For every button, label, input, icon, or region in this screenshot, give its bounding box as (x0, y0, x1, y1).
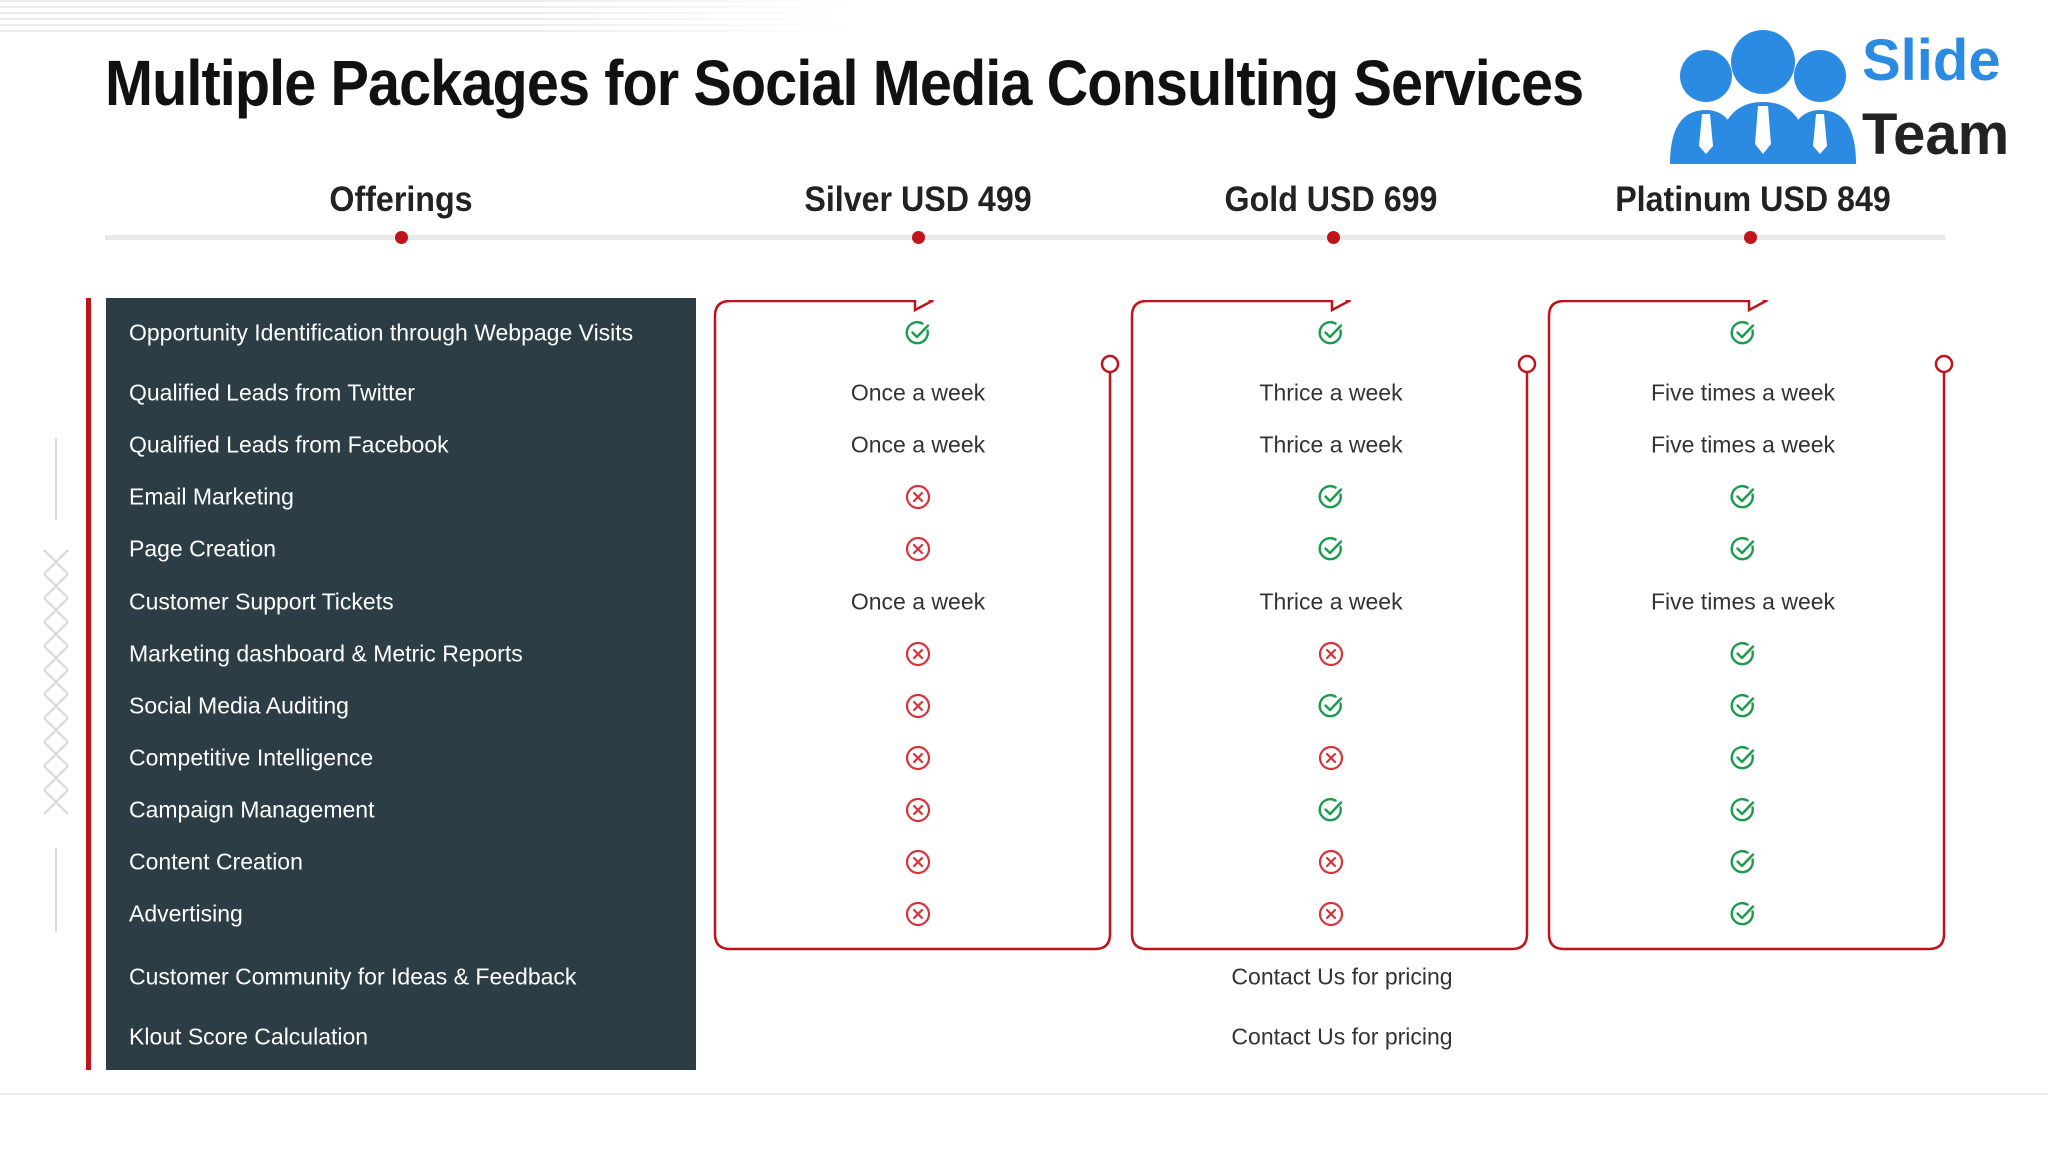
x-circle-icon (1318, 849, 1344, 875)
check-circle-icon (1730, 797, 1756, 823)
gold-frequency-value: Thrice a week (1259, 431, 1403, 458)
offering-label: Customer Support Tickets (129, 588, 394, 615)
check-circle-icon (1318, 693, 1344, 719)
offering-label: Email Marketing (129, 483, 294, 510)
platinum-frequency-value: Five times a week (1650, 431, 1836, 458)
offering-label: Competitive Intelligence (129, 744, 374, 771)
x-circle-icon (905, 849, 931, 875)
offering-label: Qualified Leads from Twitter (129, 379, 415, 406)
column-header-offerings: Offerings (329, 180, 473, 219)
x-circle-icon (1318, 901, 1344, 927)
side-decorative-crosses (43, 549, 69, 815)
x-circle-icon (905, 745, 931, 771)
platinum-package-frame (1547, 300, 1954, 951)
x-circle-icon (905, 536, 931, 562)
contact-pricing-text: Contact Us for pricing (1231, 963, 1453, 990)
check-circle-icon (1730, 641, 1756, 667)
offerings-panel (106, 298, 696, 1070)
check-circle-icon (905, 320, 931, 346)
side-decorative-line (55, 848, 57, 932)
column-header-platinum: Platinum USD 849 (1615, 180, 1891, 219)
x-circle-icon (1318, 745, 1344, 771)
offering-label: Opportunity Identification through Webpa… (129, 319, 634, 346)
offering-label: Qualified Leads from Facebook (129, 431, 449, 458)
header-dot (1327, 231, 1340, 244)
header-dot (1744, 231, 1757, 244)
x-circle-icon (905, 641, 931, 667)
side-decorative-line (55, 438, 57, 520)
check-circle-icon (1730, 484, 1756, 510)
check-circle-icon (1318, 797, 1344, 823)
gold-frequency-value: Thrice a week (1259, 379, 1403, 406)
check-circle-icon (1730, 320, 1756, 346)
contact-pricing-text: Contact Us for pricing (1231, 1023, 1453, 1050)
column-header-silver: Silver USD 499 (804, 180, 1032, 219)
header-dot (395, 231, 408, 244)
x-circle-icon (905, 901, 931, 927)
check-circle-icon (1318, 536, 1344, 562)
offering-label: Content Creation (129, 848, 303, 875)
check-circle-icon (1730, 901, 1756, 927)
check-circle-icon (1730, 693, 1756, 719)
panel-accent-bar (86, 298, 91, 1070)
platinum-frequency-value: Five times a week (1650, 379, 1836, 406)
check-circle-icon (1730, 745, 1756, 771)
silver-frequency-value: Once a week (850, 431, 986, 458)
header-divider (105, 235, 1945, 240)
gold-package-frame (1130, 300, 1537, 951)
offering-label: Customer Community for Ideas & Feedback (129, 963, 577, 990)
x-circle-icon (905, 693, 931, 719)
offering-label: Social Media Auditing (129, 692, 349, 719)
offering-label: Advertising (129, 900, 243, 927)
silver-frequency-value: Once a week (850, 379, 986, 406)
page-title: Multiple Packages for Social Media Consu… (105, 47, 1584, 119)
slideteam-logo: Slide Team (1668, 24, 2028, 174)
logo-text-team: Team (1862, 102, 2010, 167)
check-circle-icon (1730, 536, 1756, 562)
offering-label: Klout Score Calculation (129, 1023, 369, 1050)
header-dot (912, 231, 925, 244)
offering-label: Campaign Management (129, 796, 375, 823)
platinum-frequency-value: Five times a week (1650, 588, 1836, 615)
check-circle-icon (1318, 320, 1344, 346)
silver-package-frame (713, 300, 1120, 951)
offering-label: Page Creation (129, 535, 277, 562)
logo-text-slide: Slide (1862, 28, 2001, 93)
silver-frequency-value: Once a week (850, 588, 986, 615)
x-circle-icon (905, 797, 931, 823)
bottom-divider (0, 1093, 2048, 1095)
people-group-icon (1670, 30, 1856, 164)
top-decorative-stripes (0, 0, 860, 36)
offering-label: Marketing dashboard & Metric Reports (129, 640, 523, 667)
check-circle-icon (1730, 849, 1756, 875)
gold-frequency-value: Thrice a week (1259, 588, 1403, 615)
column-header-gold: Gold USD 699 (1224, 180, 1438, 219)
x-circle-icon (905, 484, 931, 510)
x-circle-icon (1318, 641, 1344, 667)
check-circle-icon (1318, 484, 1344, 510)
